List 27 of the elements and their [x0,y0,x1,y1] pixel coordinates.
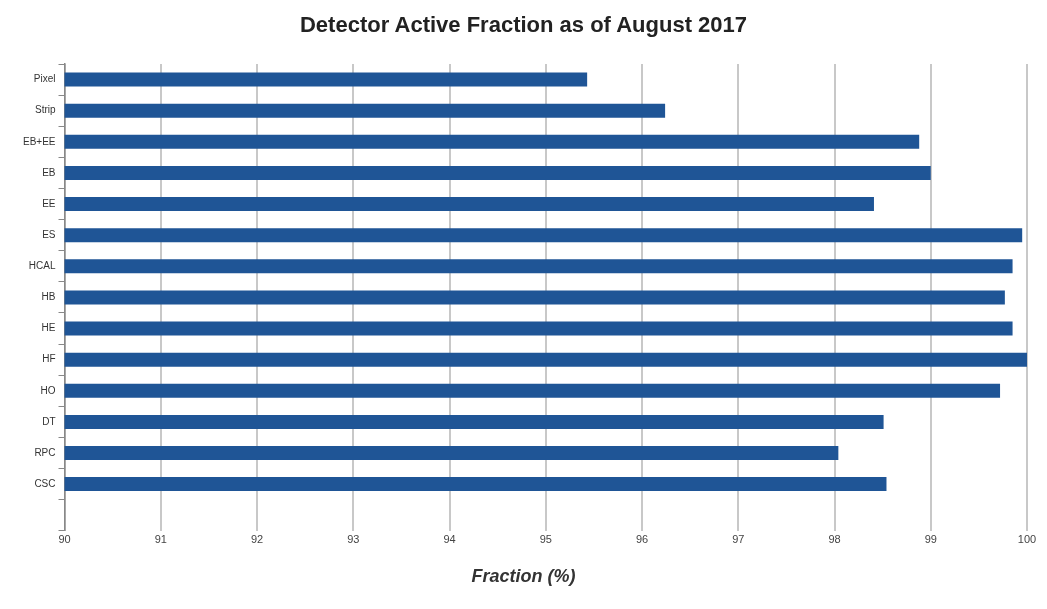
x-tick-label: 100 [1017,533,1037,546]
y-tick-label: HB [41,291,56,303]
x-tick-label: 96 [635,533,649,546]
x-tick-label: 94 [443,533,456,546]
x-tick-label: 95 [539,533,552,546]
x-tick-label: 97 [732,533,745,546]
y-tick-label: EE [42,197,56,209]
x-tick-label: 99 [924,533,937,546]
x-tick-label: 91 [154,533,167,546]
y-tick-label: ES [42,228,56,240]
chart-title: Detector Active Fraction as of August 2017 [298,12,748,38]
y-tick-label: Pixel [33,73,56,85]
y-tick-label: HO [40,384,56,396]
y-tick-label: HF [42,353,56,365]
x-tick-label: 90 [58,533,71,546]
y-tick-label: HE [41,322,56,334]
y-tick-label: EB+EE [22,135,56,147]
y-tick-label: RPC [34,446,56,458]
x-axis-title: Fraction (%) [470,566,577,587]
y-tick-label: EB [42,166,56,178]
x-tick-label: 92 [250,533,264,546]
y-tick-label: CSC [34,477,56,489]
x-tick-label: 93 [347,533,360,546]
y-tick-label: DT [42,415,56,427]
y-tick-label: Strip [34,104,56,116]
y-tick-label: HCAL [28,260,56,272]
x-tick-label: 98 [828,533,841,546]
